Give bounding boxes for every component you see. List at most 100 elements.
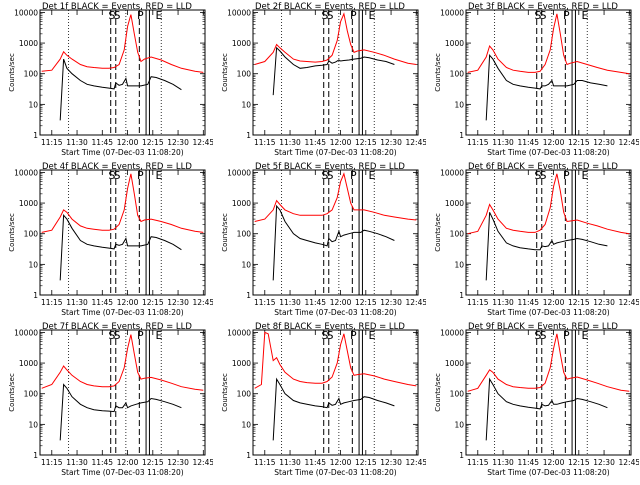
marker-label: P — [350, 169, 357, 182]
chart-title: Det 5f BLACK = Events, RED = LLD — [255, 162, 405, 172]
series-lld — [41, 14, 204, 73]
marker-label: P — [137, 329, 144, 342]
marker-label: E — [582, 329, 589, 342]
y-tick-label: 10000 — [14, 328, 38, 337]
series-lld — [254, 331, 417, 389]
x-tick-label: 12:00 — [543, 458, 565, 467]
series-lld — [41, 173, 204, 233]
y-tick-label: 100 — [24, 70, 39, 79]
y-tick-label: 1 — [33, 291, 38, 300]
x-tick-label: 12:45 — [193, 458, 213, 467]
y-tick-label: 100 — [24, 390, 39, 399]
marker-label: S — [108, 169, 115, 182]
plot-frame — [252, 169, 419, 296]
x-tick-label: 11:30 — [66, 298, 88, 307]
marker-label: E — [156, 9, 163, 22]
y-tick-label: 10000 — [14, 8, 38, 17]
series-lld — [254, 12, 417, 65]
x-axis-label: Start Time (07-Dec-03 11:08:20) — [274, 148, 396, 157]
y-axis-label: Counts/sec — [434, 53, 442, 92]
series-events — [59, 383, 182, 441]
x-tick-label: 11:15 — [467, 298, 489, 307]
x-axis-label: Start Time (07-Dec-03 11:08:20) — [274, 308, 396, 317]
x-tick-label: 12:15 — [568, 458, 590, 467]
x-tick-label: 11:45 — [91, 298, 113, 307]
x-tick-label: 12:00 — [117, 138, 139, 147]
marker-label: P — [137, 9, 144, 22]
y-tick-label: 1000 — [445, 359, 464, 368]
y-tick-label: 1000 — [19, 359, 38, 368]
y-tick-label: 10000 — [440, 328, 464, 337]
panel-det-4f: Det 4f BLACK = Events, RED = LLD S S P E 1 10 1… — [0, 160, 214, 320]
y-tick-label: 100 — [237, 390, 252, 399]
marker-label: S — [534, 329, 541, 342]
plot-frame — [465, 9, 632, 136]
chart-title: Det 7f BLACK = Events, RED = LLD — [42, 322, 192, 332]
chart-title: Det 6f BLACK = Events, RED = LLD — [468, 162, 618, 172]
series-lld — [467, 13, 630, 75]
y-tick-label: 1 — [246, 131, 251, 140]
x-tick-label: 12:00 — [543, 298, 565, 307]
marker-label: E — [369, 329, 376, 342]
x-tick-label: 12:45 — [619, 138, 639, 147]
y-axis-label: Counts/sec — [434, 373, 442, 412]
x-tick-label: 12:45 — [406, 138, 426, 147]
x-tick-label: 11:15 — [41, 458, 63, 467]
y-tick-label: 1 — [33, 451, 38, 460]
y-tick-label: 1000 — [232, 39, 251, 48]
series-events — [59, 214, 182, 281]
x-tick-label: 12:30 — [167, 298, 189, 307]
series-events — [272, 377, 395, 441]
x-tick-label: 11:30 — [492, 298, 514, 307]
series-events — [59, 58, 182, 121]
y-tick-label: 10000 — [440, 168, 464, 177]
x-tick-label: 11:45 — [304, 298, 326, 307]
y-tick-label: 10000 — [227, 168, 251, 177]
x-tick-label: 12:00 — [330, 458, 352, 467]
x-tick-label: 12:00 — [330, 138, 352, 147]
marker-label: S — [534, 9, 541, 22]
marker-label: P — [563, 9, 570, 22]
marker-label: S — [539, 169, 546, 182]
plot-frame — [252, 9, 419, 136]
y-axis-label: Counts/sec — [8, 53, 16, 92]
marker-label: S — [539, 329, 546, 342]
x-tick-label: 12:30 — [380, 298, 402, 307]
plot-frame — [465, 169, 632, 296]
y-tick-label: 10 — [241, 420, 251, 429]
panel-det-5f: Det 5f BLACK = Events, RED = LLD S S P E 1 10 1… — [213, 160, 427, 320]
y-axis-label: Counts/sec — [434, 213, 442, 252]
y-tick-label: 1000 — [445, 39, 464, 48]
marker-label: P — [350, 329, 357, 342]
chart-title: Det 8f BLACK = Events, RED = LLD — [255, 322, 405, 332]
marker-label: P — [563, 169, 570, 182]
x-axis-label: Start Time (07-Dec-03 11:08:20) — [61, 308, 183, 317]
y-tick-label: 10 — [241, 260, 251, 269]
x-tick-label: 12:45 — [619, 298, 639, 307]
y-tick-label: 10000 — [227, 328, 251, 337]
x-tick-label: 12:30 — [380, 138, 402, 147]
series-events — [485, 54, 608, 121]
marker-label: S — [108, 9, 115, 22]
series-events — [272, 204, 395, 281]
marker-label: S — [321, 9, 328, 22]
x-tick-label: 11:30 — [492, 138, 514, 147]
marker-label: S — [321, 329, 328, 342]
x-tick-label: 11:45 — [517, 298, 539, 307]
x-tick-label: 11:45 — [304, 138, 326, 147]
x-tick-label: 11:15 — [467, 138, 489, 147]
x-tick-label: 12:15 — [142, 298, 164, 307]
marker-label: P — [563, 329, 570, 342]
chart-title: Det 1f BLACK = Events, RED = LLD — [42, 2, 192, 12]
x-tick-label: 12:45 — [619, 458, 639, 467]
y-axis-label: Counts/sec — [221, 373, 229, 412]
y-tick-label: 10 — [28, 420, 38, 429]
marker-label: S — [113, 329, 120, 342]
panel-det-6f: Det 6f BLACK = Events, RED = LLD S S P E 1 10 1… — [426, 160, 640, 320]
x-tick-label: 11:45 — [517, 138, 539, 147]
x-tick-label: 12:30 — [593, 298, 615, 307]
